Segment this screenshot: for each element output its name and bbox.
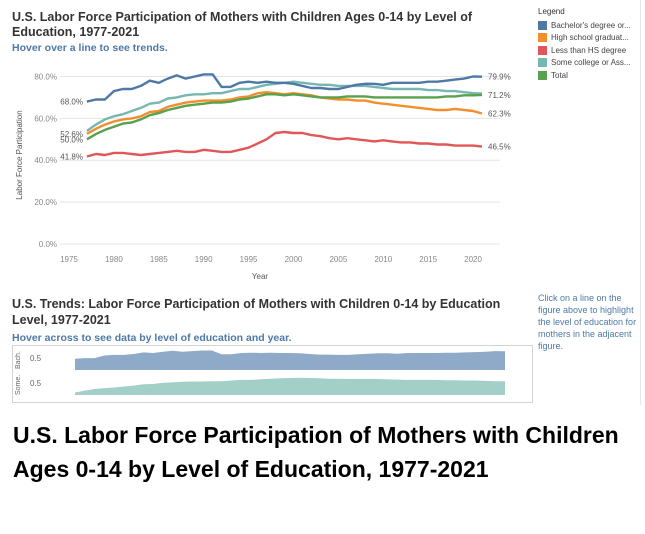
dashboard: U.S. Labor Force Participation of Mother… (0, 0, 643, 405)
legend-title: Legend (538, 7, 565, 16)
y-tick-label: 80.0% (34, 72, 57, 81)
y-tick-label: 20.0% (34, 198, 57, 207)
legend-item[interactable]: Total (538, 69, 643, 82)
figure-caption: U.S. Labor Force Participation of Mother… (13, 422, 619, 482)
x-tick-label: 1975 (60, 255, 78, 264)
trends-hint: Hover across to see data by level of edu… (12, 332, 292, 344)
y-tick-label: 0.0% (39, 240, 57, 249)
trend-area-bachelors[interactable] (75, 348, 505, 370)
start-data-label: 41.8% (60, 152, 83, 161)
x-tick-label: 2010 (374, 255, 392, 264)
x-tick-label: 2000 (285, 255, 303, 264)
trend-area-svg (75, 350, 505, 371)
legend-swatch (538, 33, 547, 43)
chart-hint: Hover over a line to see trends. (12, 42, 168, 54)
trends-panel[interactable]: Bach. 0.5 Some.. 0.5 (12, 345, 533, 403)
end-data-label: 62.3% (488, 110, 511, 119)
legend-label: Less than HS degree (551, 45, 627, 55)
series-line[interactable] (86, 80, 483, 132)
series-line[interactable] (86, 73, 483, 103)
series-lines[interactable] (86, 73, 483, 158)
main-line-chart[interactable]: 0.0% 20.0% 40.0% 60.0% 80.0% 1975 1980 1985 1990… (0, 58, 535, 290)
legend-item[interactable]: Some college or Ass... (538, 57, 643, 70)
start-data-label: 50.0% (60, 135, 83, 144)
x-tick-label: 1990 (195, 255, 213, 264)
trends-title: U.S. Trends: Labor Force Participation o… (12, 297, 501, 327)
legend-items: Bachelor's degree or... High school gradu… (538, 19, 643, 82)
trend-area-shape[interactable] (75, 377, 505, 395)
trend-row-label: Bach. (15, 351, 22, 369)
end-data-label: 71.2% (488, 91, 511, 100)
trend-row-some-college[interactable]: Some.. 0.5 (13, 373, 532, 395)
trend-row-label: Some.. (15, 375, 22, 395)
legend-label: Total (551, 70, 568, 80)
end-data-label: 79.9% (488, 73, 511, 82)
legend-label: Some college or Ass... (551, 58, 631, 68)
data-labels: 68.0% 79.9% 52.6% 62.3% 41.8% 46.5% 50.0% 71.2% (60, 73, 510, 162)
legend-item[interactable]: Bachelor's degree or... (538, 19, 643, 32)
trend-row-tick: 0.5 (30, 354, 42, 363)
y-axis-label: Labor Force Participation (15, 110, 24, 199)
trend-row-bachelors[interactable]: Bach. 0.5 (13, 348, 532, 370)
series-line[interactable] (86, 130, 483, 158)
y-tick-label: 60.0% (34, 114, 57, 123)
x-tick-label: 2015 (419, 255, 437, 264)
legend-swatch (538, 20, 547, 30)
trend-area-some-college[interactable] (75, 373, 505, 395)
legend-swatch (538, 58, 547, 68)
x-tick-label: 1995 (240, 255, 258, 264)
x-axis-label: Year (252, 272, 269, 281)
legend-swatch (538, 45, 547, 55)
legend-swatch (538, 70, 547, 80)
trend-row-tick: 0.5 (30, 379, 42, 388)
start-data-label: 68.0% (60, 98, 83, 107)
gridlines (60, 75, 500, 245)
panel-divider (640, 0, 641, 405)
end-data-label: 46.5% (488, 143, 511, 152)
legend-item[interactable]: Less than HS degree (538, 44, 643, 57)
x-tick-label: 1985 (150, 255, 168, 264)
chart-title: U.S. Labor Force Participation of Mother… (12, 10, 473, 39)
side-note: Click on a line on the figure above to h… (538, 293, 637, 351)
trend-area-shape[interactable] (75, 350, 505, 371)
x-tick-label: 1980 (105, 255, 123, 264)
trend-area-svg (75, 377, 505, 395)
legend-label: High school graduat... (551, 33, 629, 43)
y-tick-label: 40.0% (34, 156, 57, 165)
x-tick-label: 2005 (329, 255, 347, 264)
legend-item[interactable]: High school graduat... (538, 32, 643, 45)
axes: 0.0% 20.0% 40.0% 60.0% 80.0% 1975 1980 1985 1990… (15, 72, 483, 281)
legend-label: Bachelor's degree or... (551, 20, 631, 30)
series-line[interactable] (86, 93, 483, 141)
start-data-label: 52.6% (60, 130, 83, 139)
x-tick-label: 2020 (464, 255, 482, 264)
legend: Legend Bachelor's degree or... High schoo… (538, 7, 643, 82)
